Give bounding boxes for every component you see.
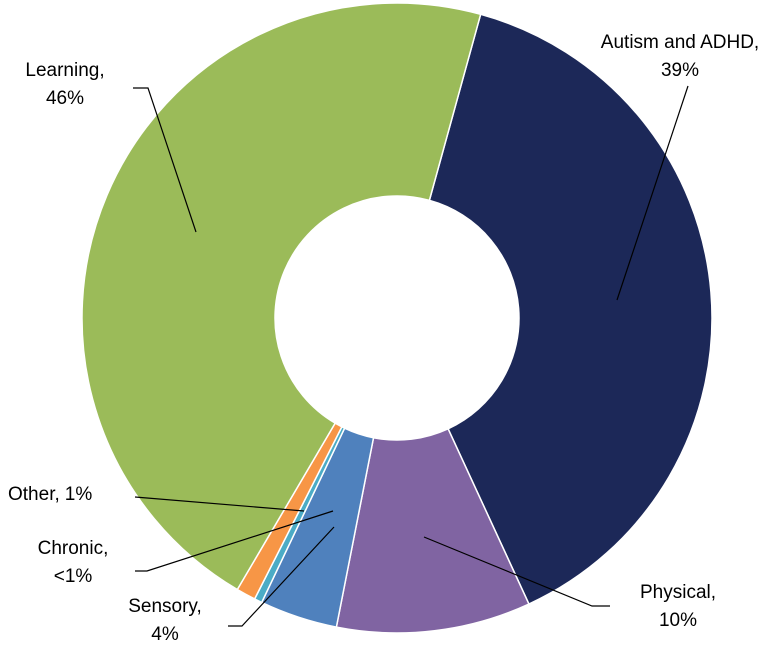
leader-line xyxy=(228,526,335,627)
leader-line xyxy=(616,85,689,301)
data-label: Autism and ADHD, 39% xyxy=(601,32,759,81)
label-separator: , xyxy=(103,538,108,559)
data-label: Chronic, <1% xyxy=(38,538,109,587)
label-separator: , xyxy=(197,596,202,617)
label-value: 46% xyxy=(46,88,84,109)
leader-line xyxy=(134,496,305,512)
label-category: Sensory xyxy=(128,596,198,617)
slice xyxy=(81,2,482,591)
label-category: Chronic xyxy=(38,538,103,559)
slice xyxy=(428,13,713,606)
label-value: 39% xyxy=(661,60,699,81)
slice xyxy=(335,427,530,634)
label-separator: , xyxy=(711,582,716,603)
label-value: 1% xyxy=(65,484,93,505)
label-category: Physical xyxy=(640,582,711,603)
data-label: Other, 1% xyxy=(8,484,92,505)
label-value: 10% xyxy=(659,610,697,631)
leader-line xyxy=(135,510,334,572)
label-separator: , xyxy=(99,60,104,81)
data-label: Sensory, 4% xyxy=(128,596,202,645)
label-category: Other xyxy=(8,484,56,505)
leader-line xyxy=(133,87,197,233)
data-label: Learning, 46% xyxy=(25,60,104,109)
label-value: 4% xyxy=(151,624,179,645)
label-category: Learning xyxy=(25,60,99,81)
data-label: Physical, 10% xyxy=(640,582,716,631)
label-separator: , xyxy=(754,32,759,53)
leader-line xyxy=(423,536,610,607)
label-value: <1% xyxy=(54,566,93,587)
label-category: Autism and ADHD xyxy=(601,32,754,53)
label-separator: , xyxy=(54,484,59,505)
